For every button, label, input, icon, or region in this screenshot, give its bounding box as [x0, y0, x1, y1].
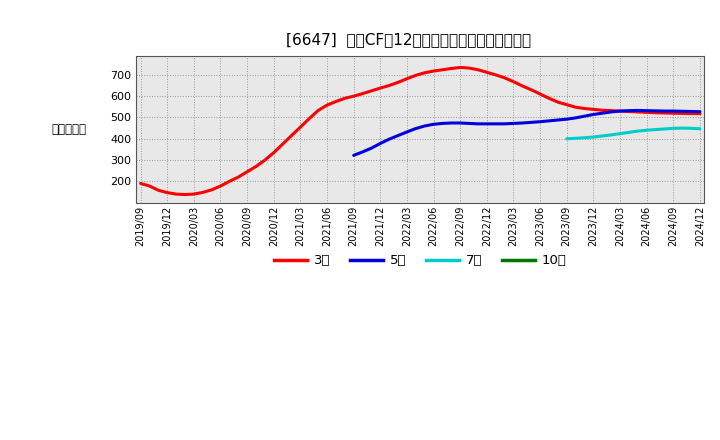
Legend: 3年, 5年, 7年, 10年: 3年, 5年, 7年, 10年	[269, 249, 572, 272]
Title: [6647]  営業CFの12か月移動合計の平均値の推移: [6647] 営業CFの12か月移動合計の平均値の推移	[287, 33, 531, 48]
Y-axis label: （百万円）: （百万円）	[51, 123, 86, 136]
